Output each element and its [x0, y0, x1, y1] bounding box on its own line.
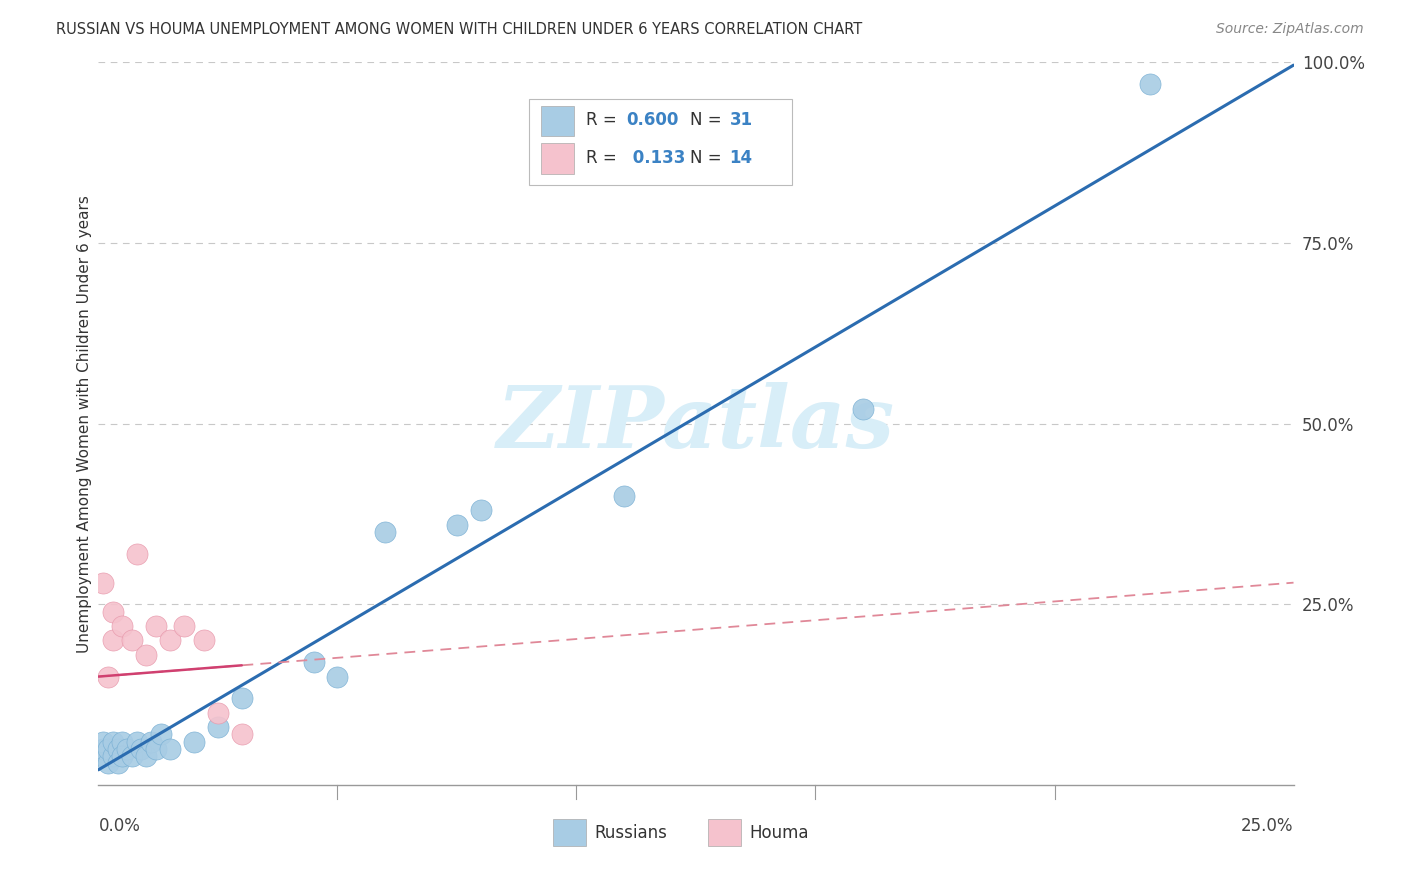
Point — [231, 727, 253, 741]
Text: 25.0%: 25.0% — [1241, 817, 1294, 836]
Point — [97, 742, 120, 756]
Text: N =: N = — [690, 112, 727, 129]
Point — [1139, 77, 1161, 91]
Bar — [553, 819, 586, 847]
Point — [183, 734, 205, 748]
Point — [135, 749, 157, 764]
Text: R =: R = — [586, 112, 621, 129]
Y-axis label: Unemployment Among Women with Children Under 6 years: Unemployment Among Women with Children U… — [77, 194, 91, 653]
Text: R =: R = — [586, 149, 621, 167]
Text: 31: 31 — [730, 112, 752, 129]
Text: Source: ZipAtlas.com: Source: ZipAtlas.com — [1216, 22, 1364, 37]
Point — [135, 648, 157, 662]
Point — [207, 706, 229, 720]
Point — [852, 402, 875, 417]
Text: N =: N = — [690, 149, 727, 167]
Point — [91, 575, 114, 590]
Text: ZIPatlas: ZIPatlas — [496, 382, 896, 466]
FancyBboxPatch shape — [529, 99, 792, 186]
Point — [145, 619, 167, 633]
Point — [101, 734, 124, 748]
Point — [207, 720, 229, 734]
Point — [107, 742, 129, 756]
Point — [111, 734, 134, 748]
Text: 0.133: 0.133 — [627, 149, 685, 167]
Point — [159, 633, 181, 648]
Point — [470, 503, 492, 517]
Text: 0.600: 0.600 — [627, 112, 679, 129]
Point — [446, 517, 468, 532]
Point — [193, 633, 215, 648]
Point — [125, 547, 148, 561]
Bar — [541, 106, 574, 136]
Point — [326, 669, 349, 683]
Point — [97, 756, 120, 771]
Point — [101, 633, 124, 648]
Point — [115, 742, 138, 756]
Point — [613, 489, 636, 503]
Point — [111, 619, 134, 633]
Point — [121, 633, 143, 648]
Text: 0.0%: 0.0% — [98, 817, 141, 836]
Text: Russians: Russians — [595, 823, 668, 842]
Point — [374, 524, 396, 539]
Point — [159, 742, 181, 756]
Point — [173, 619, 195, 633]
Text: RUSSIAN VS HOUMA UNEMPLOYMENT AMONG WOMEN WITH CHILDREN UNDER 6 YEARS CORRELATIO: RUSSIAN VS HOUMA UNEMPLOYMENT AMONG WOME… — [56, 22, 862, 37]
Text: Houma: Houma — [749, 823, 810, 842]
Point — [131, 742, 153, 756]
Point — [139, 734, 162, 748]
Point — [107, 756, 129, 771]
Point — [149, 727, 172, 741]
Point — [231, 691, 253, 706]
Point — [125, 734, 148, 748]
Bar — [709, 819, 741, 847]
Bar — [541, 144, 574, 174]
Text: 14: 14 — [730, 149, 752, 167]
Point — [91, 742, 114, 756]
Point — [91, 734, 114, 748]
Point — [111, 749, 134, 764]
Point — [302, 655, 325, 669]
Point — [97, 669, 120, 683]
Point — [121, 749, 143, 764]
Point — [101, 605, 124, 619]
Point — [91, 749, 114, 764]
Point — [101, 749, 124, 764]
Point — [145, 742, 167, 756]
